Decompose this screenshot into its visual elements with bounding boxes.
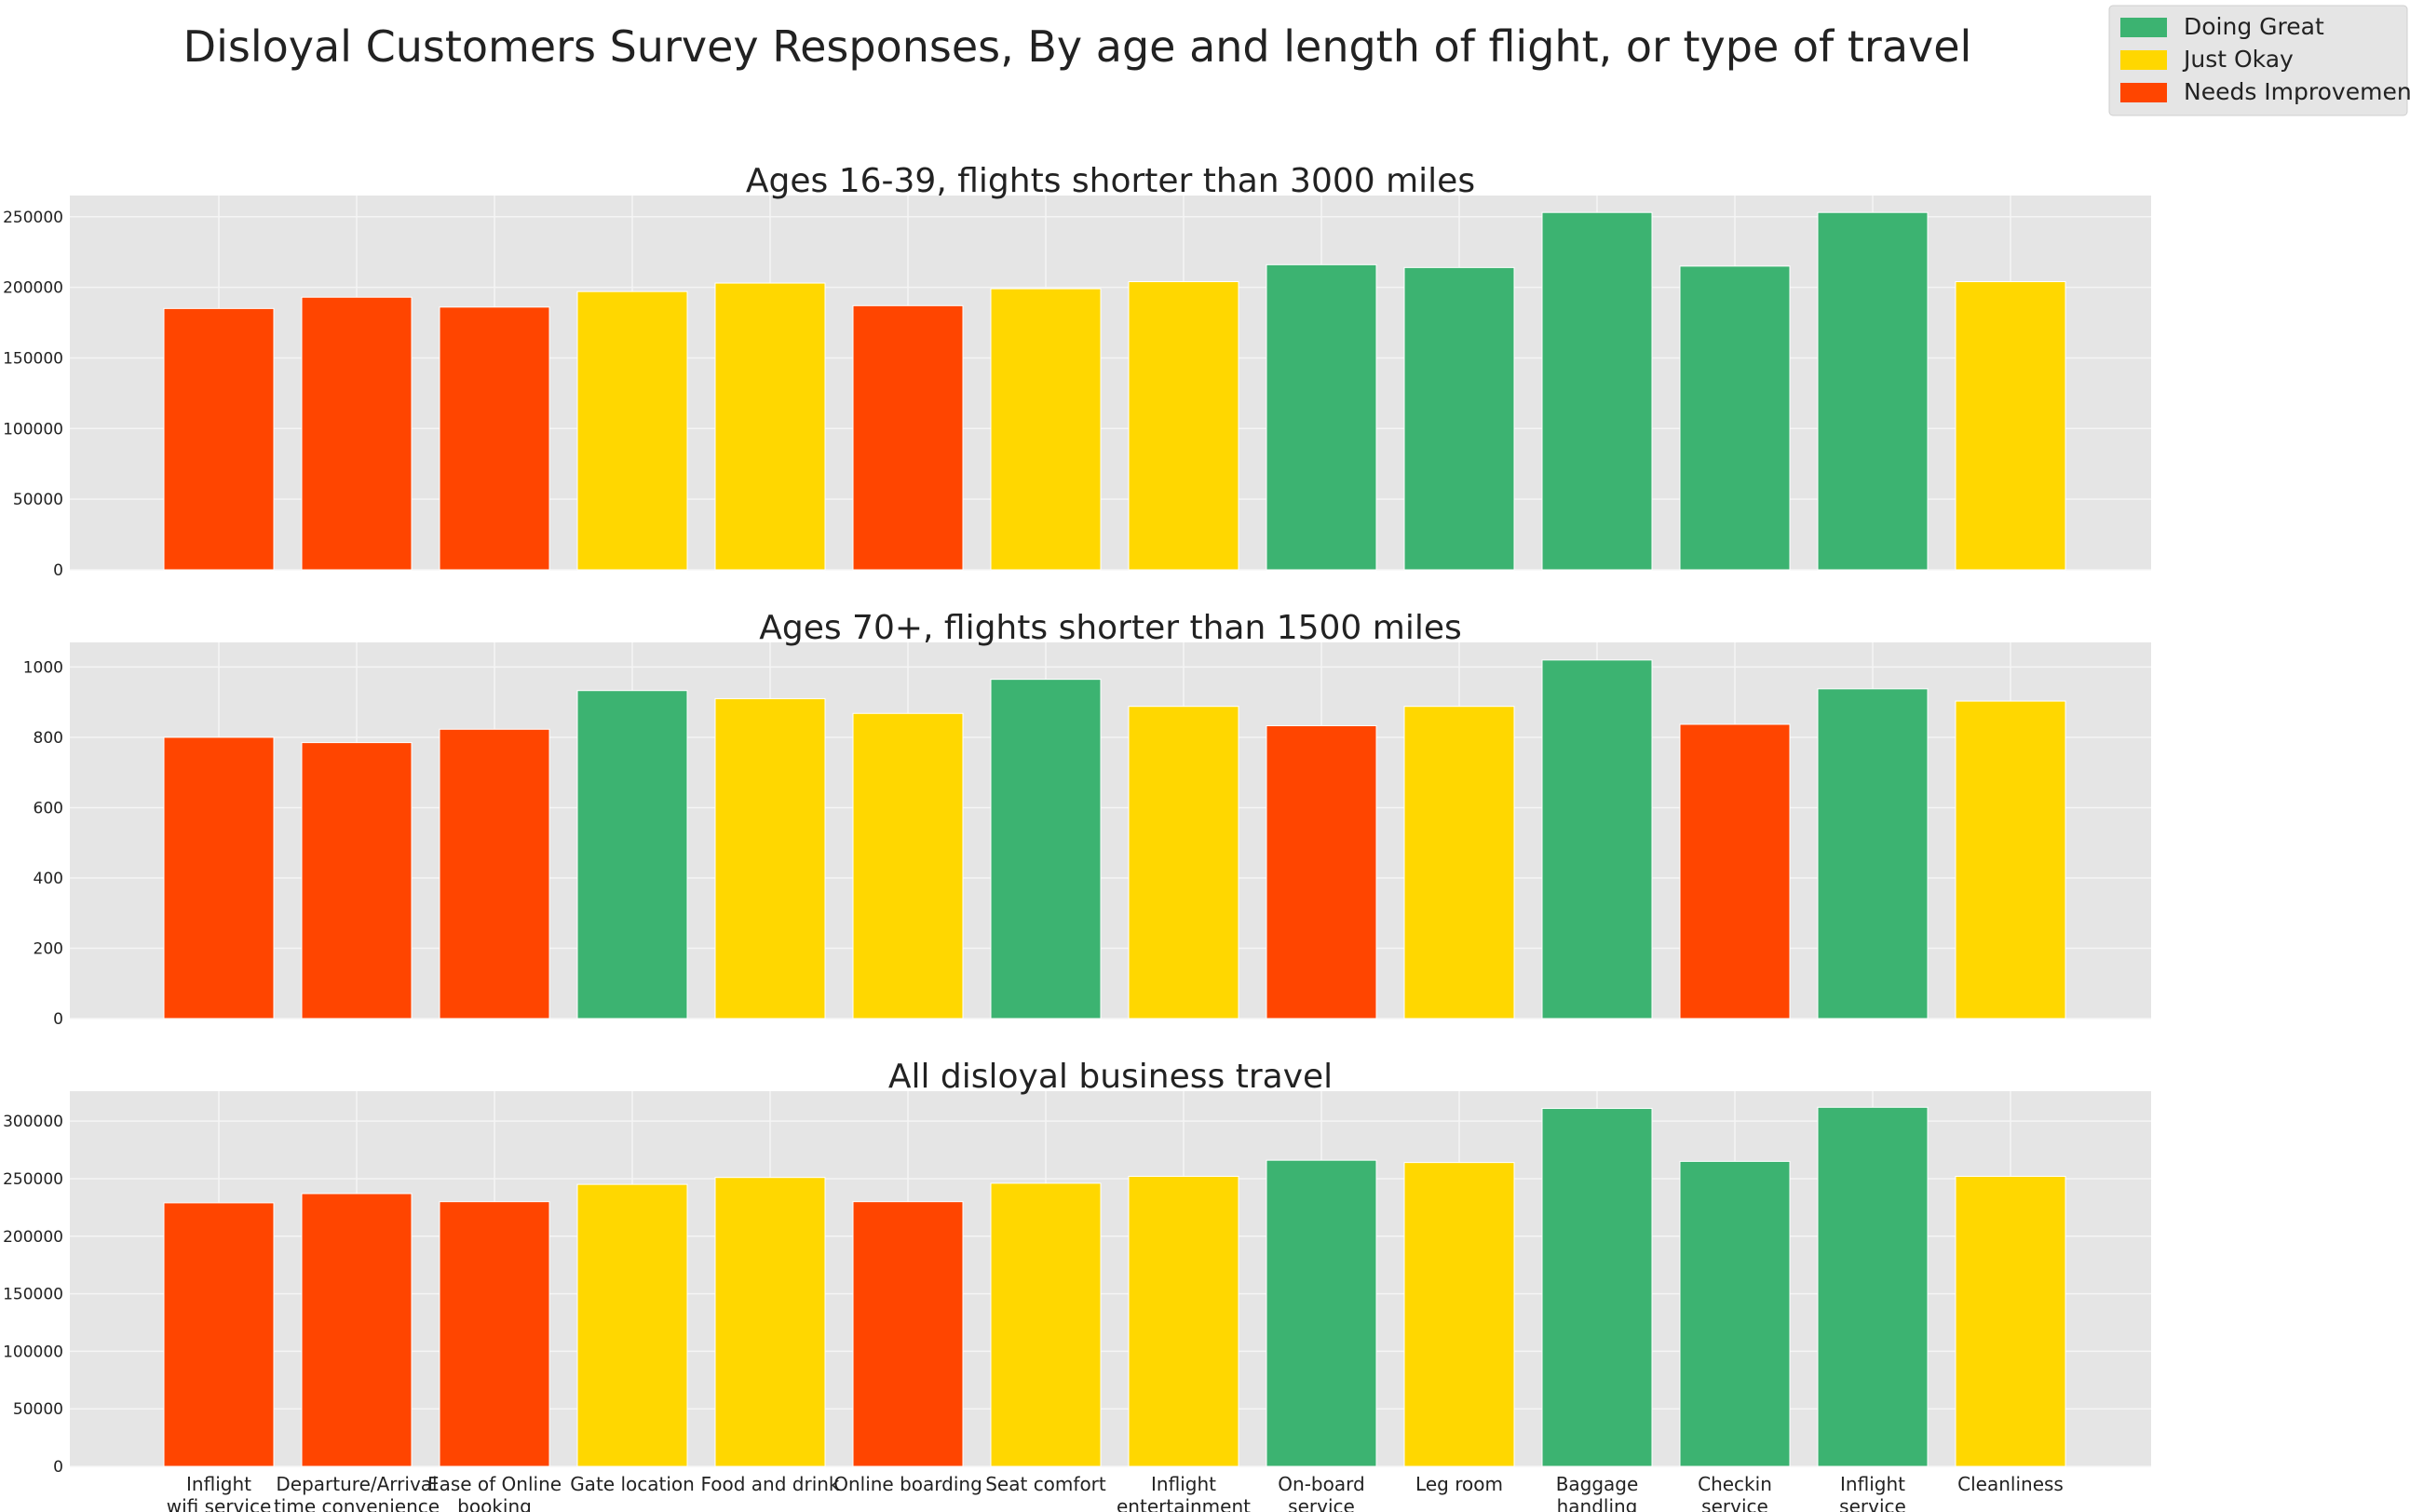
x-tick-label: Cleanliness [1957, 1473, 2064, 1495]
legend-label-just-okay: Just Okay [2182, 46, 2294, 73]
bar-inflight-entertainment [1128, 1175, 1239, 1467]
x-tick-label: Inflight wifi service [167, 1473, 272, 1512]
bar-cleanliness [1955, 1175, 2066, 1467]
bar-food-and-drink [714, 282, 826, 571]
x-tick-label: Baggage handling [1556, 1473, 1639, 1512]
panel-1: 0 50000 100000 150000 200000 250000 Ages 16-39… [3, 162, 2151, 580]
y-tick-label: 50000 [13, 1400, 63, 1419]
bar-checkin-service [1679, 723, 1791, 1019]
bar-food-and-drink [714, 697, 826, 1019]
bar-inflight-wifi-service [163, 736, 275, 1019]
plot-area [70, 1091, 2151, 1466]
bar-baggage-handling [1541, 211, 1653, 571]
bar-online-boarding [852, 1201, 964, 1467]
panel-title: Ages 70+, flights shorter than 1500 mile… [759, 609, 1462, 647]
y-tick-label: 250000 [3, 1170, 63, 1189]
y-tick-label: 400 [34, 870, 63, 888]
bar-baggage-handling [1541, 659, 1653, 1019]
bar-inflight-entertainment [1128, 281, 1239, 571]
y-tick-label: 100000 [3, 1343, 63, 1361]
legend-swatch-doing-great [2120, 18, 2167, 37]
panel-3: 0 50000 100000 150000 200000 250000 300000 All … [3, 1058, 2151, 1512]
bar-inflight-wifi-service [163, 307, 275, 571]
bar-leg-room [1403, 706, 1515, 1019]
bar-ease-of-online-booking [439, 1201, 550, 1467]
panel-title: All disloyal business travel [888, 1058, 1333, 1096]
x-tick-label: Leg room [1415, 1473, 1503, 1495]
bar-cleanliness [1955, 281, 2066, 571]
x-tick-label: Seat comfort [985, 1473, 1106, 1495]
bar-on-board-service [1266, 724, 1377, 1019]
bar-on-board-service [1266, 1159, 1377, 1467]
legend: Doing Great Just Okay Needs Improvement [2108, 5, 2410, 116]
y-tick-label: 0 [53, 1010, 63, 1029]
x-tick-label: On-board service [1278, 1473, 1364, 1512]
bar-leg-room [1403, 266, 1515, 571]
y-tick-label: 100000 [3, 420, 63, 439]
legend-swatch-just-okay [2120, 50, 2167, 70]
y-tick-label: 1000 [23, 658, 63, 677]
x-tick-label: Inflight entertainment [1117, 1473, 1251, 1512]
legend-frame [2108, 5, 2408, 116]
bar-seat-comfort [990, 1182, 1102, 1467]
bar-leg-room [1403, 1162, 1515, 1467]
x-tick-label: Gate location [570, 1473, 695, 1495]
panel-2: 0 200 400 600 800 1000 Ages 70+, flights short… [23, 609, 2151, 1029]
bar-on-board-service [1266, 263, 1377, 571]
y-tick-label: 250000 [3, 209, 63, 227]
bar-food-and-drink [714, 1177, 826, 1467]
panel-title: Ages 16-39, flights shorter than 3000 mi… [746, 162, 1475, 200]
bar-ease-of-online-booking [439, 306, 550, 571]
bar-online-boarding [852, 712, 964, 1019]
bar-inflight-service [1817, 211, 1929, 571]
legend-label-doing-great: Doing Great [2184, 13, 2324, 40]
bar-inflight-service [1817, 1106, 1929, 1467]
x-tick-label: Online boarding [833, 1473, 982, 1495]
bar-departure-arrival-time-convenience [301, 296, 413, 571]
bar-cleanliness [1955, 700, 2066, 1019]
x-tick-label: Checkin service [1698, 1473, 1772, 1512]
bar-gate-location [576, 1183, 688, 1467]
y-tick-label: 0 [53, 1458, 63, 1477]
bar-inflight-service [1817, 688, 1929, 1019]
x-tick-label: Inflight service [1839, 1473, 1906, 1512]
figure-title: Disloyal Customers Survey Responses, By … [183, 21, 1972, 72]
bar-seat-comfort [990, 679, 1102, 1019]
x-tick-label: Ease of Online booking [427, 1473, 562, 1512]
y-tick-label: 200 [34, 939, 63, 958]
y-tick-label: 150000 [3, 349, 63, 368]
bar-online-boarding [852, 304, 964, 571]
bar-checkin-service [1679, 1160, 1791, 1467]
legend-swatch-needs-improvement [2120, 83, 2167, 102]
bar-baggage-handling [1541, 1108, 1653, 1467]
y-tick-label: 800 [34, 729, 63, 748]
bar-gate-location [576, 690, 688, 1019]
y-tick-label: 150000 [3, 1286, 63, 1304]
bar-departure-arrival-time-convenience [301, 742, 413, 1019]
bar-inflight-entertainment [1128, 706, 1239, 1019]
x-tick-label: Food and drink [700, 1473, 839, 1495]
bar-seat-comfort [990, 288, 1102, 571]
y-tick-label: 300000 [3, 1113, 63, 1131]
plot-area [70, 196, 2151, 570]
legend-label-needs-improvement: Needs Improvement [2184, 78, 2410, 105]
y-tick-label: 200000 [3, 279, 63, 298]
y-tick-label: 0 [53, 561, 63, 580]
y-tick-label: 50000 [13, 491, 63, 509]
bar-ease-of-online-booking [439, 728, 550, 1019]
y-tick-label: 200000 [3, 1228, 63, 1247]
bar-inflight-wifi-service [163, 1202, 275, 1467]
x-tick-label: Departure/Arrival time convenience [274, 1473, 440, 1512]
bar-departure-arrival-time-convenience [301, 1193, 413, 1467]
bar-gate-location [576, 290, 688, 571]
y-tick-label: 600 [34, 799, 63, 817]
bar-checkin-service [1679, 265, 1791, 571]
plot-area [70, 642, 2151, 1019]
